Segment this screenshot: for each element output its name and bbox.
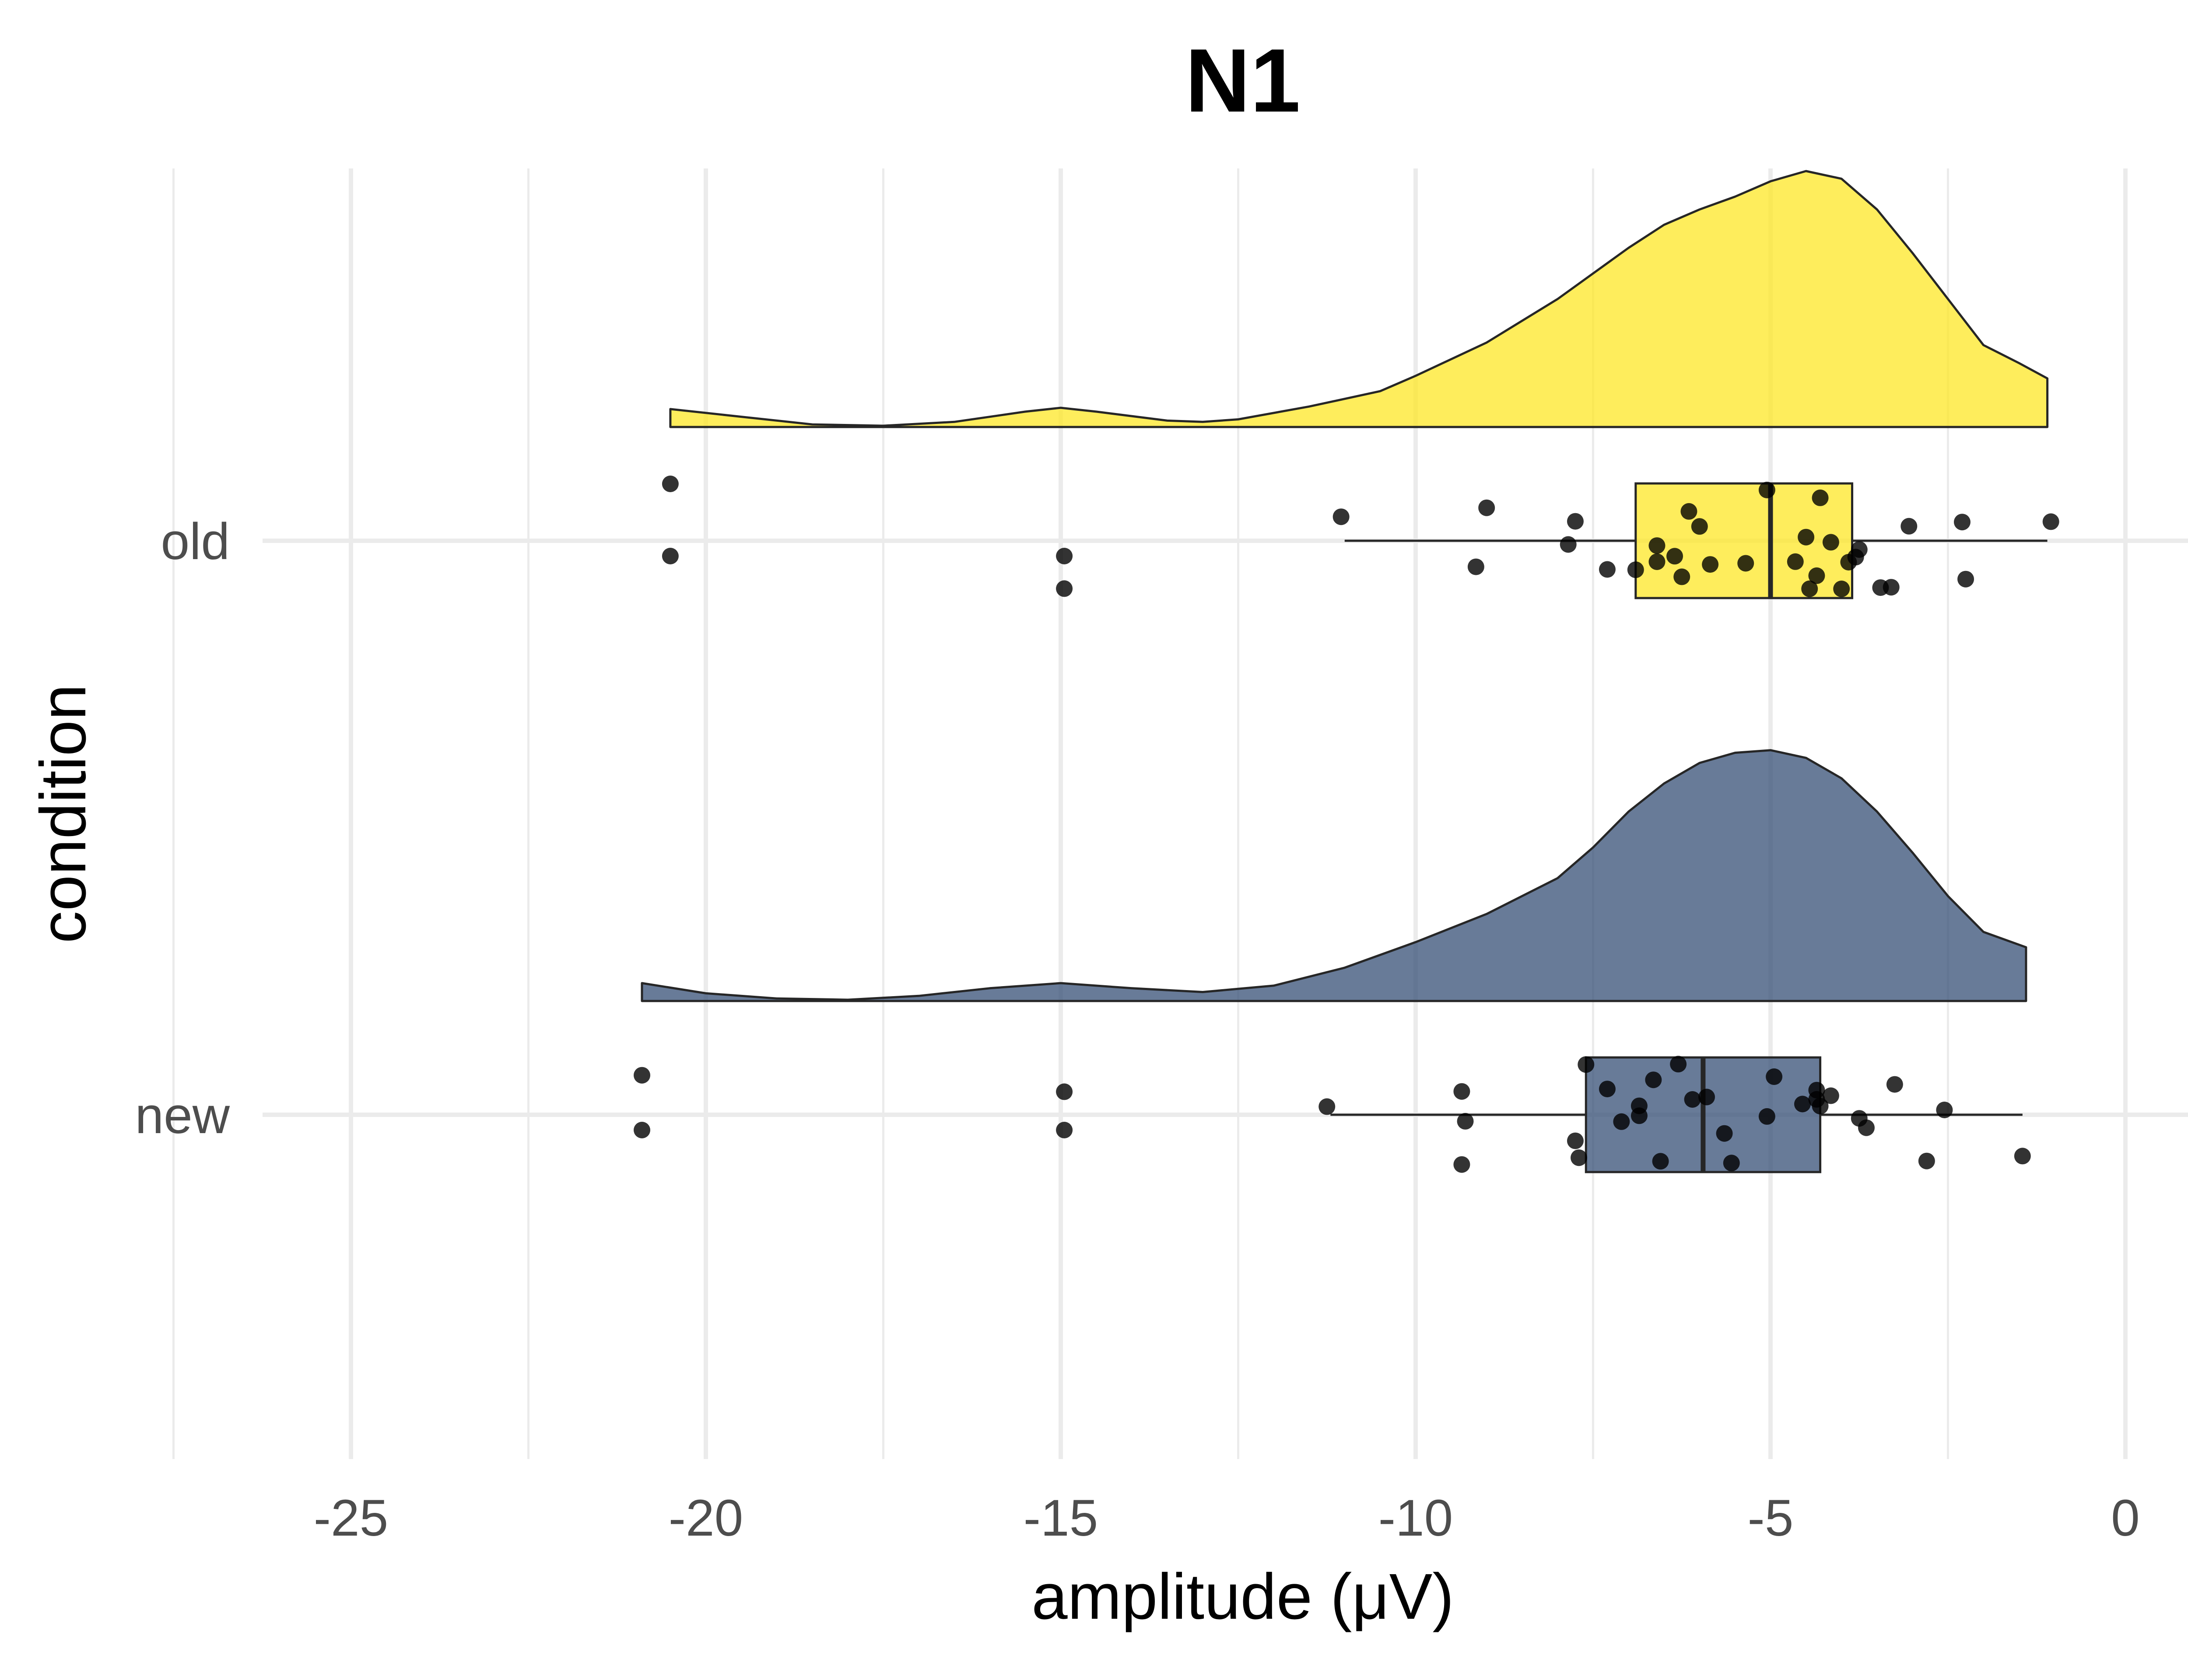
data-point xyxy=(1599,561,1616,578)
data-point xyxy=(1812,1098,1829,1115)
data-point xyxy=(1673,568,1690,585)
x-tick-label: -25 xyxy=(314,1489,389,1547)
x-tick-label: -10 xyxy=(1378,1489,1453,1547)
data-point xyxy=(1571,1149,1588,1166)
data-point xyxy=(1918,1152,1935,1169)
data-point xyxy=(1567,1132,1584,1149)
data-point xyxy=(1833,581,1850,597)
data-point xyxy=(1332,508,1350,525)
data-point xyxy=(1684,1091,1701,1108)
data-point xyxy=(1723,1155,1740,1172)
data-point xyxy=(1648,553,1666,570)
data-point xyxy=(1798,528,1815,546)
data-point xyxy=(1758,1108,1775,1125)
outlier-point xyxy=(634,1122,651,1138)
data-point xyxy=(1822,1087,1839,1104)
data-point xyxy=(1957,570,1974,588)
data-points xyxy=(634,476,2059,1173)
data-point xyxy=(1808,567,1825,584)
x-tick-label: -20 xyxy=(669,1489,743,1547)
data-point xyxy=(1883,579,1900,596)
x-tick-label: -15 xyxy=(1024,1489,1098,1547)
data-point xyxy=(1812,489,1829,506)
data-point xyxy=(1794,1096,1811,1113)
density-cloud-old xyxy=(669,170,2049,428)
data-point xyxy=(1900,518,1918,535)
data-point xyxy=(2042,513,2059,530)
data-point xyxy=(1560,536,1577,553)
x-tick-label: -5 xyxy=(1748,1489,1794,1547)
data-point xyxy=(1787,553,1804,570)
data-point xyxy=(1936,1102,1953,1118)
data-point xyxy=(1698,1088,1715,1106)
data-point xyxy=(1822,534,1839,551)
chart-title: N1 xyxy=(1185,30,1300,131)
data-point xyxy=(1953,514,1971,531)
data-point xyxy=(1886,1076,1903,1093)
outlier-point xyxy=(1056,1122,1073,1138)
density-cloud-new xyxy=(641,749,2027,1002)
tick-labels: -25 -20 -15 -10 -5 0 old new xyxy=(135,513,2140,1547)
x-axis-title: amplitude (μV) xyxy=(1031,1561,1454,1633)
data-point xyxy=(1453,1156,1470,1173)
data-point xyxy=(1702,556,1719,573)
x-tick-label: 0 xyxy=(2111,1489,2140,1547)
data-point xyxy=(1652,1153,1669,1170)
data-point xyxy=(1056,580,1073,597)
data-point xyxy=(1766,1068,1783,1085)
data-point xyxy=(1858,1119,1875,1136)
data-point xyxy=(1453,1083,1470,1100)
data-point xyxy=(1056,1083,1073,1100)
data-point xyxy=(1318,1098,1336,1115)
data-point xyxy=(1478,499,1495,516)
outlier-point xyxy=(662,548,679,564)
density-clouds xyxy=(641,170,2049,1002)
data-point xyxy=(1613,1113,1630,1130)
data-point xyxy=(1630,1097,1648,1114)
y-tick-label: old xyxy=(161,513,230,570)
data-point xyxy=(1578,1056,1595,1073)
data-point xyxy=(2014,1148,2031,1165)
y-axis-title: condition xyxy=(27,684,99,943)
data-point xyxy=(1467,558,1484,575)
data-point xyxy=(1758,482,1775,498)
data-point xyxy=(1851,541,1868,558)
data-point xyxy=(1666,548,1683,565)
data-point xyxy=(1680,503,1697,520)
data-point xyxy=(1716,1125,1733,1142)
data-point xyxy=(1670,1056,1687,1073)
data-point xyxy=(1567,513,1584,530)
data-point xyxy=(662,476,679,492)
data-point xyxy=(1691,518,1708,535)
data-point xyxy=(1645,1071,1662,1088)
data-point xyxy=(1599,1081,1616,1098)
data-point xyxy=(1801,580,1818,597)
data-point xyxy=(1457,1113,1474,1130)
outlier-point xyxy=(1056,548,1073,564)
data-point xyxy=(1627,561,1644,578)
data-point xyxy=(1737,555,1754,572)
y-tick-label: new xyxy=(135,1087,230,1144)
data-point xyxy=(634,1067,651,1084)
data-point xyxy=(1648,537,1666,554)
